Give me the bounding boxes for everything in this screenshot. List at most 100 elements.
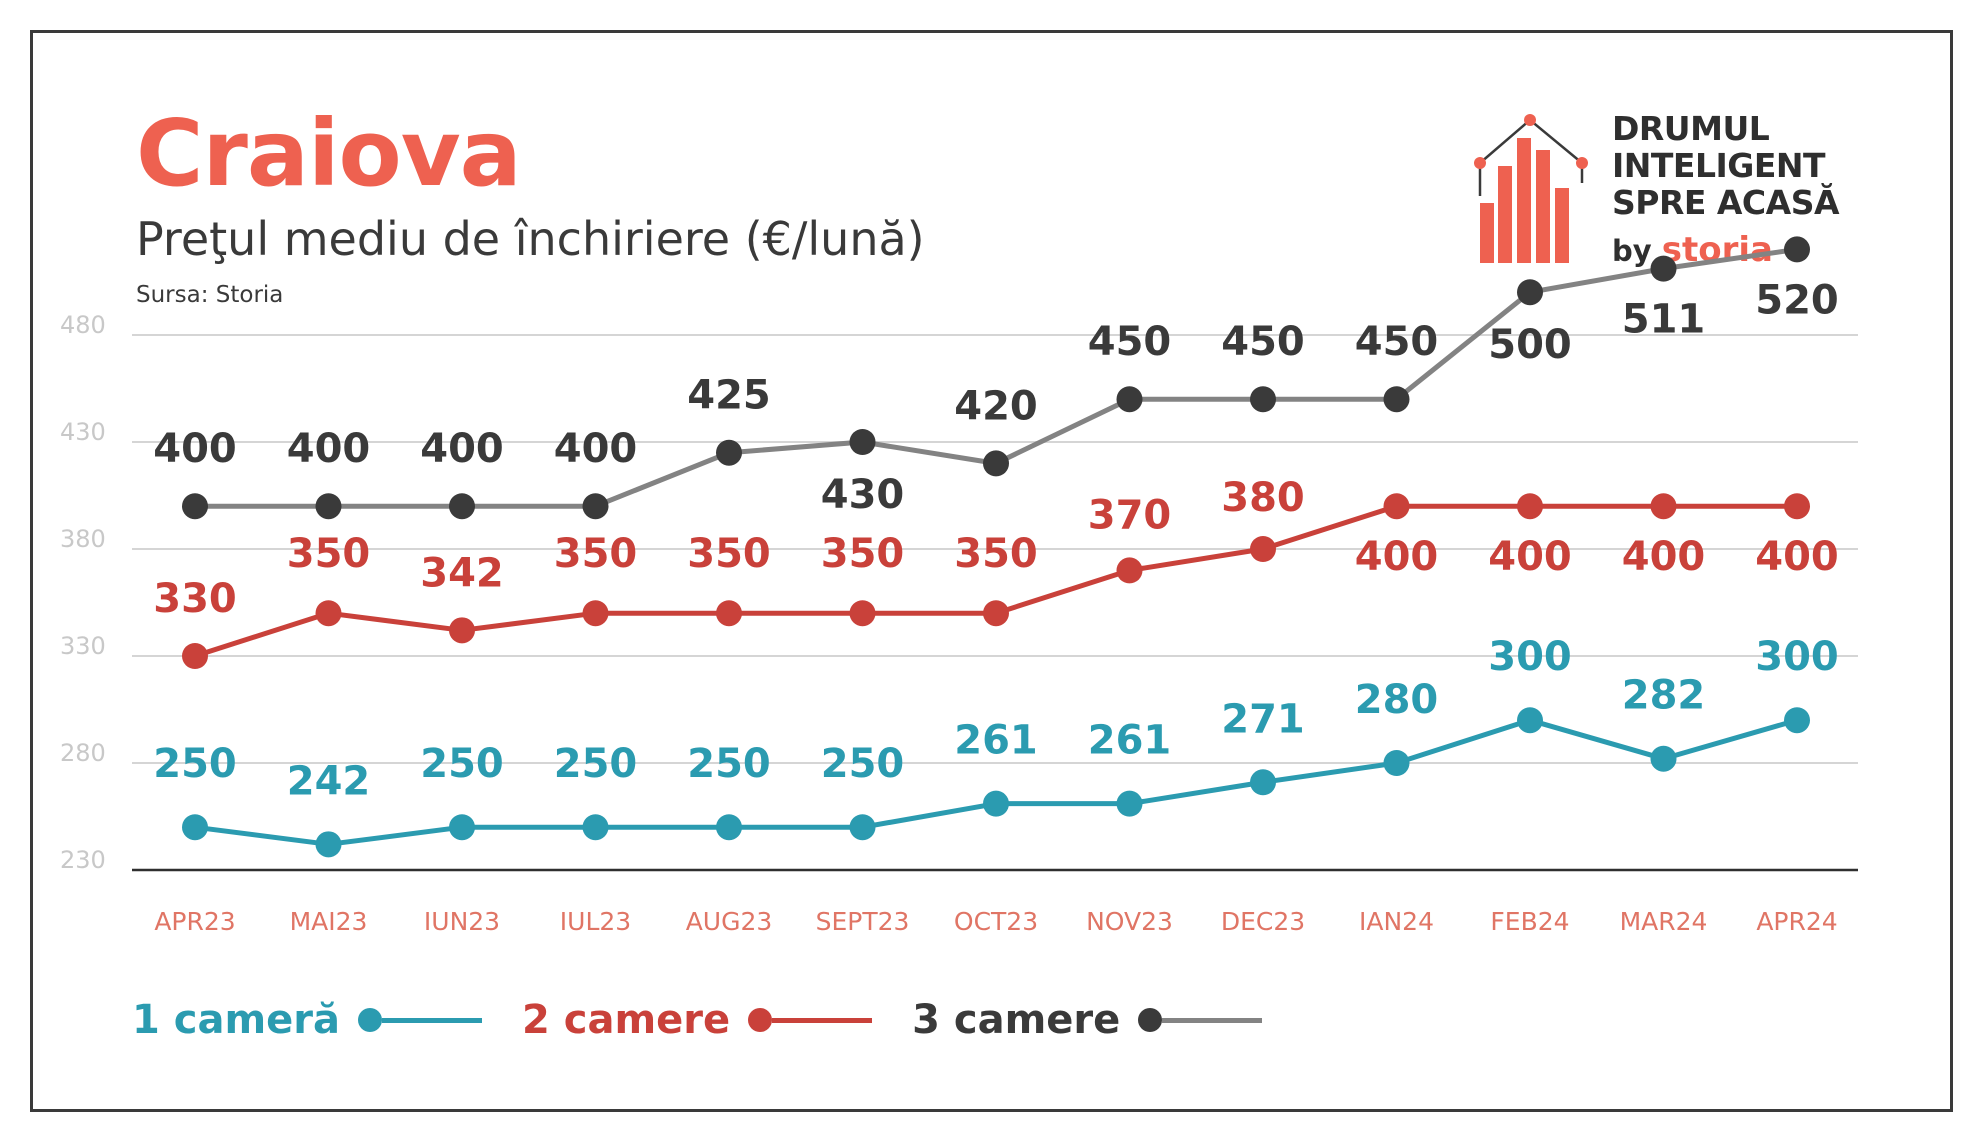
logo-by: by: [1612, 234, 1652, 268]
data-label: 342: [420, 550, 504, 596]
x-tick-label: IUL23: [560, 907, 631, 936]
x-tick-label: DEC23: [1221, 907, 1305, 936]
legend-line: [1162, 1017, 1263, 1023]
data-label: 250: [687, 741, 771, 787]
data-label: 420: [954, 383, 1038, 429]
y-tick-label: 230: [60, 846, 106, 874]
data-point: [716, 439, 742, 466]
data-label: 350: [554, 531, 638, 577]
data-point: [1116, 386, 1143, 413]
data-label: 400: [1355, 534, 1439, 580]
chart-frame: [30, 30, 1953, 1112]
data-point: [182, 814, 208, 841]
data-label: 400: [287, 426, 371, 472]
legend-item: 1 cameră: [132, 997, 482, 1043]
legend-label: 1 cameră: [132, 997, 340, 1043]
data-label: 400: [1755, 534, 1839, 580]
legend-label: 2 camere: [522, 997, 731, 1043]
data-label: 380: [1221, 475, 1305, 521]
data-point: [983, 450, 1009, 477]
chart-subtitle: Preţul mediu de închiriere (€/lună): [136, 212, 925, 266]
data-point: [449, 493, 475, 520]
x-tick-label: MAR24: [1620, 907, 1708, 936]
source-note: Sursa: Storia: [136, 282, 284, 308]
data-label: 242: [287, 758, 371, 804]
data-point: [716, 600, 742, 627]
data-label: 400: [153, 426, 237, 472]
data-label: 300: [1755, 634, 1839, 680]
data-label: 400: [420, 426, 504, 472]
data-label: 520: [1755, 277, 1839, 323]
data-point: [1250, 769, 1276, 796]
legend-label: 3 camere: [912, 997, 1121, 1043]
x-tick-label: NOV23: [1086, 907, 1173, 936]
y-tick-label: 280: [60, 739, 106, 767]
y-tick-label: 480: [60, 311, 106, 339]
legend-marker: [748, 1008, 773, 1032]
legend-marker: [1138, 1008, 1163, 1032]
data-point: [449, 617, 475, 644]
data-label: 282: [1622, 673, 1706, 719]
data-label: 350: [821, 531, 905, 577]
y-tick-label: 430: [60, 418, 106, 446]
legend-line: [772, 1017, 873, 1023]
data-label: 250: [821, 741, 905, 787]
data-label: 500: [1488, 322, 1572, 368]
chart-title: Craiova: [136, 100, 522, 207]
data-point: [1383, 750, 1410, 776]
legend-item: 2 camere: [522, 997, 873, 1043]
data-label: 261: [1088, 718, 1172, 764]
data-point: [849, 600, 876, 627]
x-tick-label: MAI23: [290, 907, 368, 936]
data-label: 271: [1221, 696, 1305, 742]
data-point: [849, 429, 876, 455]
data-label: 511: [1622, 297, 1706, 343]
data-label: 350: [687, 531, 771, 577]
data-point: [315, 600, 342, 627]
chart-legend: 1 cameră 2 camere 3 camere: [132, 990, 1263, 1050]
data-point: [1650, 745, 1677, 772]
data-point: [315, 493, 342, 520]
data-label: 450: [1355, 319, 1439, 365]
data-point: [1250, 386, 1276, 413]
data-label: 250: [153, 741, 237, 787]
data-point: [1784, 707, 1810, 734]
data-label: 250: [554, 741, 638, 787]
data-point: [182, 493, 208, 520]
x-tick-label: APR23: [154, 907, 235, 936]
data-label: 430: [821, 472, 905, 518]
data-point: [1650, 255, 1677, 282]
data-label: 250: [420, 741, 504, 787]
data-point: [582, 814, 609, 841]
data-label: 330: [153, 576, 237, 622]
x-tick-label: APR24: [1756, 907, 1837, 936]
data-label: 280: [1355, 677, 1439, 723]
data-point: [315, 831, 342, 858]
data-label: 400: [554, 426, 638, 472]
y-tick-label: 330: [60, 632, 106, 660]
data-point: [582, 600, 609, 627]
data-point: [1250, 536, 1276, 562]
data-point: [1784, 236, 1810, 263]
data-point: [1383, 493, 1410, 520]
data-point: [983, 790, 1009, 817]
x-tick-label: FEB24: [1490, 907, 1569, 936]
y-tick-label: 380: [60, 525, 106, 553]
data-point: [1517, 707, 1543, 734]
data-label: 450: [1088, 319, 1172, 365]
legend-marker: [358, 1008, 382, 1032]
x-tick-label: SEPT23: [816, 907, 910, 936]
logo-line-2: INTELIGENT: [1612, 146, 1826, 185]
x-tick-label: AUG23: [686, 907, 773, 936]
data-label: 261: [954, 718, 1038, 764]
data-label: 300: [1488, 634, 1572, 680]
data-label: 370: [1088, 492, 1172, 538]
legend-item: 3 camere: [912, 997, 1263, 1043]
data-point: [1383, 386, 1410, 413]
legend-line: [382, 1017, 482, 1023]
data-label: 400: [1622, 534, 1706, 580]
data-point: [1517, 279, 1543, 306]
data-point: [182, 643, 208, 669]
x-tick-label: OCT23: [954, 907, 1038, 936]
data-point: [1784, 493, 1810, 520]
